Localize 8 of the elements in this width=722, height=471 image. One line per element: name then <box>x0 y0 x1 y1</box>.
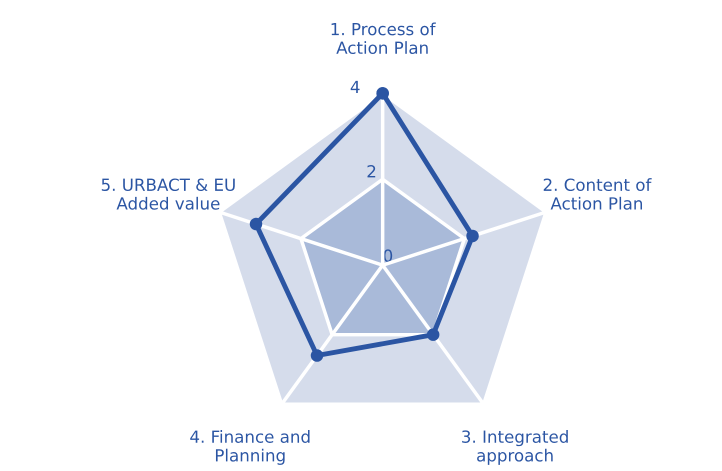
spoke-label: 1. Process of Action Plan <box>332 22 436 54</box>
spoke-label: 2. Content of Action Plan <box>544 178 652 210</box>
spoke-label: 5. URBACT & EU Added value <box>102 178 235 210</box>
y-tick-label: 0 <box>384 249 392 262</box>
y-tick-label: 4 <box>350 80 360 94</box>
spoke-label: 3. Integrated approach <box>462 430 568 465</box>
spoke-label: 4. Finance and Planning <box>190 430 310 465</box>
y-tick-label: 2 <box>367 165 376 178</box>
